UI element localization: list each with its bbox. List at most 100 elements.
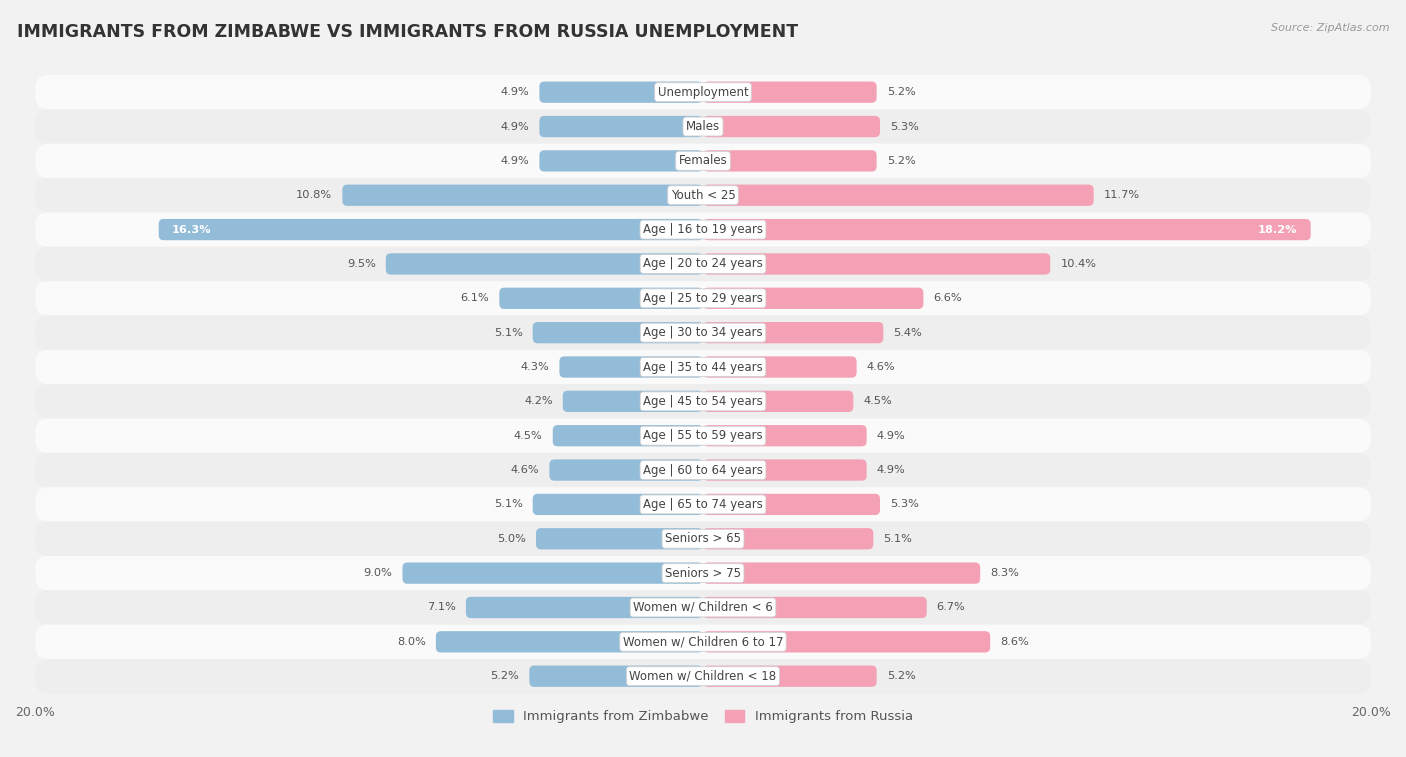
Text: 4.9%: 4.9% <box>501 156 529 166</box>
FancyBboxPatch shape <box>35 590 1371 625</box>
FancyBboxPatch shape <box>35 522 1371 556</box>
Text: 10.8%: 10.8% <box>297 190 332 201</box>
Text: 8.6%: 8.6% <box>1000 637 1029 646</box>
FancyBboxPatch shape <box>342 185 703 206</box>
FancyBboxPatch shape <box>35 625 1371 659</box>
Text: 5.2%: 5.2% <box>887 87 915 97</box>
FancyBboxPatch shape <box>703 425 866 447</box>
FancyBboxPatch shape <box>436 631 703 653</box>
Text: 5.2%: 5.2% <box>887 156 915 166</box>
Text: 4.9%: 4.9% <box>501 122 529 132</box>
FancyBboxPatch shape <box>703 494 880 515</box>
Text: Source: ZipAtlas.com: Source: ZipAtlas.com <box>1271 23 1389 33</box>
Text: 4.6%: 4.6% <box>866 362 896 372</box>
Text: 18.2%: 18.2% <box>1258 225 1298 235</box>
Text: Youth < 25: Youth < 25 <box>671 188 735 201</box>
FancyBboxPatch shape <box>35 109 1371 144</box>
Text: 6.7%: 6.7% <box>936 603 966 612</box>
FancyBboxPatch shape <box>550 459 703 481</box>
Text: Unemployment: Unemployment <box>658 86 748 98</box>
FancyBboxPatch shape <box>35 281 1371 316</box>
FancyBboxPatch shape <box>35 453 1371 488</box>
Text: Females: Females <box>679 154 727 167</box>
FancyBboxPatch shape <box>35 419 1371 453</box>
FancyBboxPatch shape <box>540 150 703 172</box>
FancyBboxPatch shape <box>35 247 1371 281</box>
Text: 4.5%: 4.5% <box>863 397 891 407</box>
FancyBboxPatch shape <box>703 288 924 309</box>
Text: 5.2%: 5.2% <box>491 671 519 681</box>
Text: 5.1%: 5.1% <box>494 328 523 338</box>
Text: 4.5%: 4.5% <box>515 431 543 441</box>
FancyBboxPatch shape <box>562 391 703 412</box>
Text: Seniors > 75: Seniors > 75 <box>665 567 741 580</box>
Text: 4.9%: 4.9% <box>877 465 905 475</box>
FancyBboxPatch shape <box>703 562 980 584</box>
Text: Women w/ Children < 6: Women w/ Children < 6 <box>633 601 773 614</box>
Text: 11.7%: 11.7% <box>1104 190 1140 201</box>
Text: 5.3%: 5.3% <box>890 122 920 132</box>
Text: 5.2%: 5.2% <box>887 671 915 681</box>
Text: Age | 35 to 44 years: Age | 35 to 44 years <box>643 360 763 373</box>
Text: Males: Males <box>686 120 720 133</box>
Text: IMMIGRANTS FROM ZIMBABWE VS IMMIGRANTS FROM RUSSIA UNEMPLOYMENT: IMMIGRANTS FROM ZIMBABWE VS IMMIGRANTS F… <box>17 23 799 41</box>
FancyBboxPatch shape <box>35 316 1371 350</box>
Text: 5.3%: 5.3% <box>890 500 920 509</box>
FancyBboxPatch shape <box>553 425 703 447</box>
FancyBboxPatch shape <box>536 528 703 550</box>
FancyBboxPatch shape <box>703 254 1050 275</box>
FancyBboxPatch shape <box>35 488 1371 522</box>
Text: 5.0%: 5.0% <box>498 534 526 544</box>
Text: Age | 60 to 64 years: Age | 60 to 64 years <box>643 463 763 477</box>
Text: 4.3%: 4.3% <box>520 362 550 372</box>
FancyBboxPatch shape <box>35 75 1371 109</box>
FancyBboxPatch shape <box>560 357 703 378</box>
FancyBboxPatch shape <box>703 150 877 172</box>
FancyBboxPatch shape <box>703 631 990 653</box>
FancyBboxPatch shape <box>402 562 703 584</box>
Text: Women w/ Children < 18: Women w/ Children < 18 <box>630 670 776 683</box>
Text: 4.9%: 4.9% <box>877 431 905 441</box>
FancyBboxPatch shape <box>703 116 880 137</box>
FancyBboxPatch shape <box>533 322 703 343</box>
Text: 5.4%: 5.4% <box>893 328 922 338</box>
FancyBboxPatch shape <box>35 178 1371 213</box>
FancyBboxPatch shape <box>703 357 856 378</box>
FancyBboxPatch shape <box>35 144 1371 178</box>
Text: Age | 25 to 29 years: Age | 25 to 29 years <box>643 291 763 305</box>
Text: 8.3%: 8.3% <box>990 568 1019 578</box>
FancyBboxPatch shape <box>703 185 1094 206</box>
Text: Age | 30 to 34 years: Age | 30 to 34 years <box>643 326 763 339</box>
Text: Age | 55 to 59 years: Age | 55 to 59 years <box>643 429 763 442</box>
Text: 5.1%: 5.1% <box>494 500 523 509</box>
Text: Age | 20 to 24 years: Age | 20 to 24 years <box>643 257 763 270</box>
Text: 16.3%: 16.3% <box>172 225 212 235</box>
FancyBboxPatch shape <box>703 597 927 618</box>
FancyBboxPatch shape <box>540 116 703 137</box>
Text: Age | 45 to 54 years: Age | 45 to 54 years <box>643 395 763 408</box>
Text: 4.2%: 4.2% <box>524 397 553 407</box>
FancyBboxPatch shape <box>35 350 1371 385</box>
FancyBboxPatch shape <box>703 219 1310 240</box>
FancyBboxPatch shape <box>703 391 853 412</box>
FancyBboxPatch shape <box>703 665 877 687</box>
Text: 9.0%: 9.0% <box>364 568 392 578</box>
FancyBboxPatch shape <box>465 597 703 618</box>
Text: 4.6%: 4.6% <box>510 465 540 475</box>
Text: 6.1%: 6.1% <box>461 293 489 304</box>
FancyBboxPatch shape <box>703 459 866 481</box>
Text: 6.6%: 6.6% <box>934 293 962 304</box>
FancyBboxPatch shape <box>529 665 703 687</box>
FancyBboxPatch shape <box>703 528 873 550</box>
FancyBboxPatch shape <box>159 219 703 240</box>
Text: 4.9%: 4.9% <box>501 87 529 97</box>
FancyBboxPatch shape <box>35 213 1371 247</box>
FancyBboxPatch shape <box>385 254 703 275</box>
FancyBboxPatch shape <box>35 659 1371 693</box>
Text: Age | 65 to 74 years: Age | 65 to 74 years <box>643 498 763 511</box>
FancyBboxPatch shape <box>499 288 703 309</box>
FancyBboxPatch shape <box>35 556 1371 590</box>
Text: Age | 16 to 19 years: Age | 16 to 19 years <box>643 223 763 236</box>
Text: Women w/ Children 6 to 17: Women w/ Children 6 to 17 <box>623 635 783 648</box>
FancyBboxPatch shape <box>703 322 883 343</box>
